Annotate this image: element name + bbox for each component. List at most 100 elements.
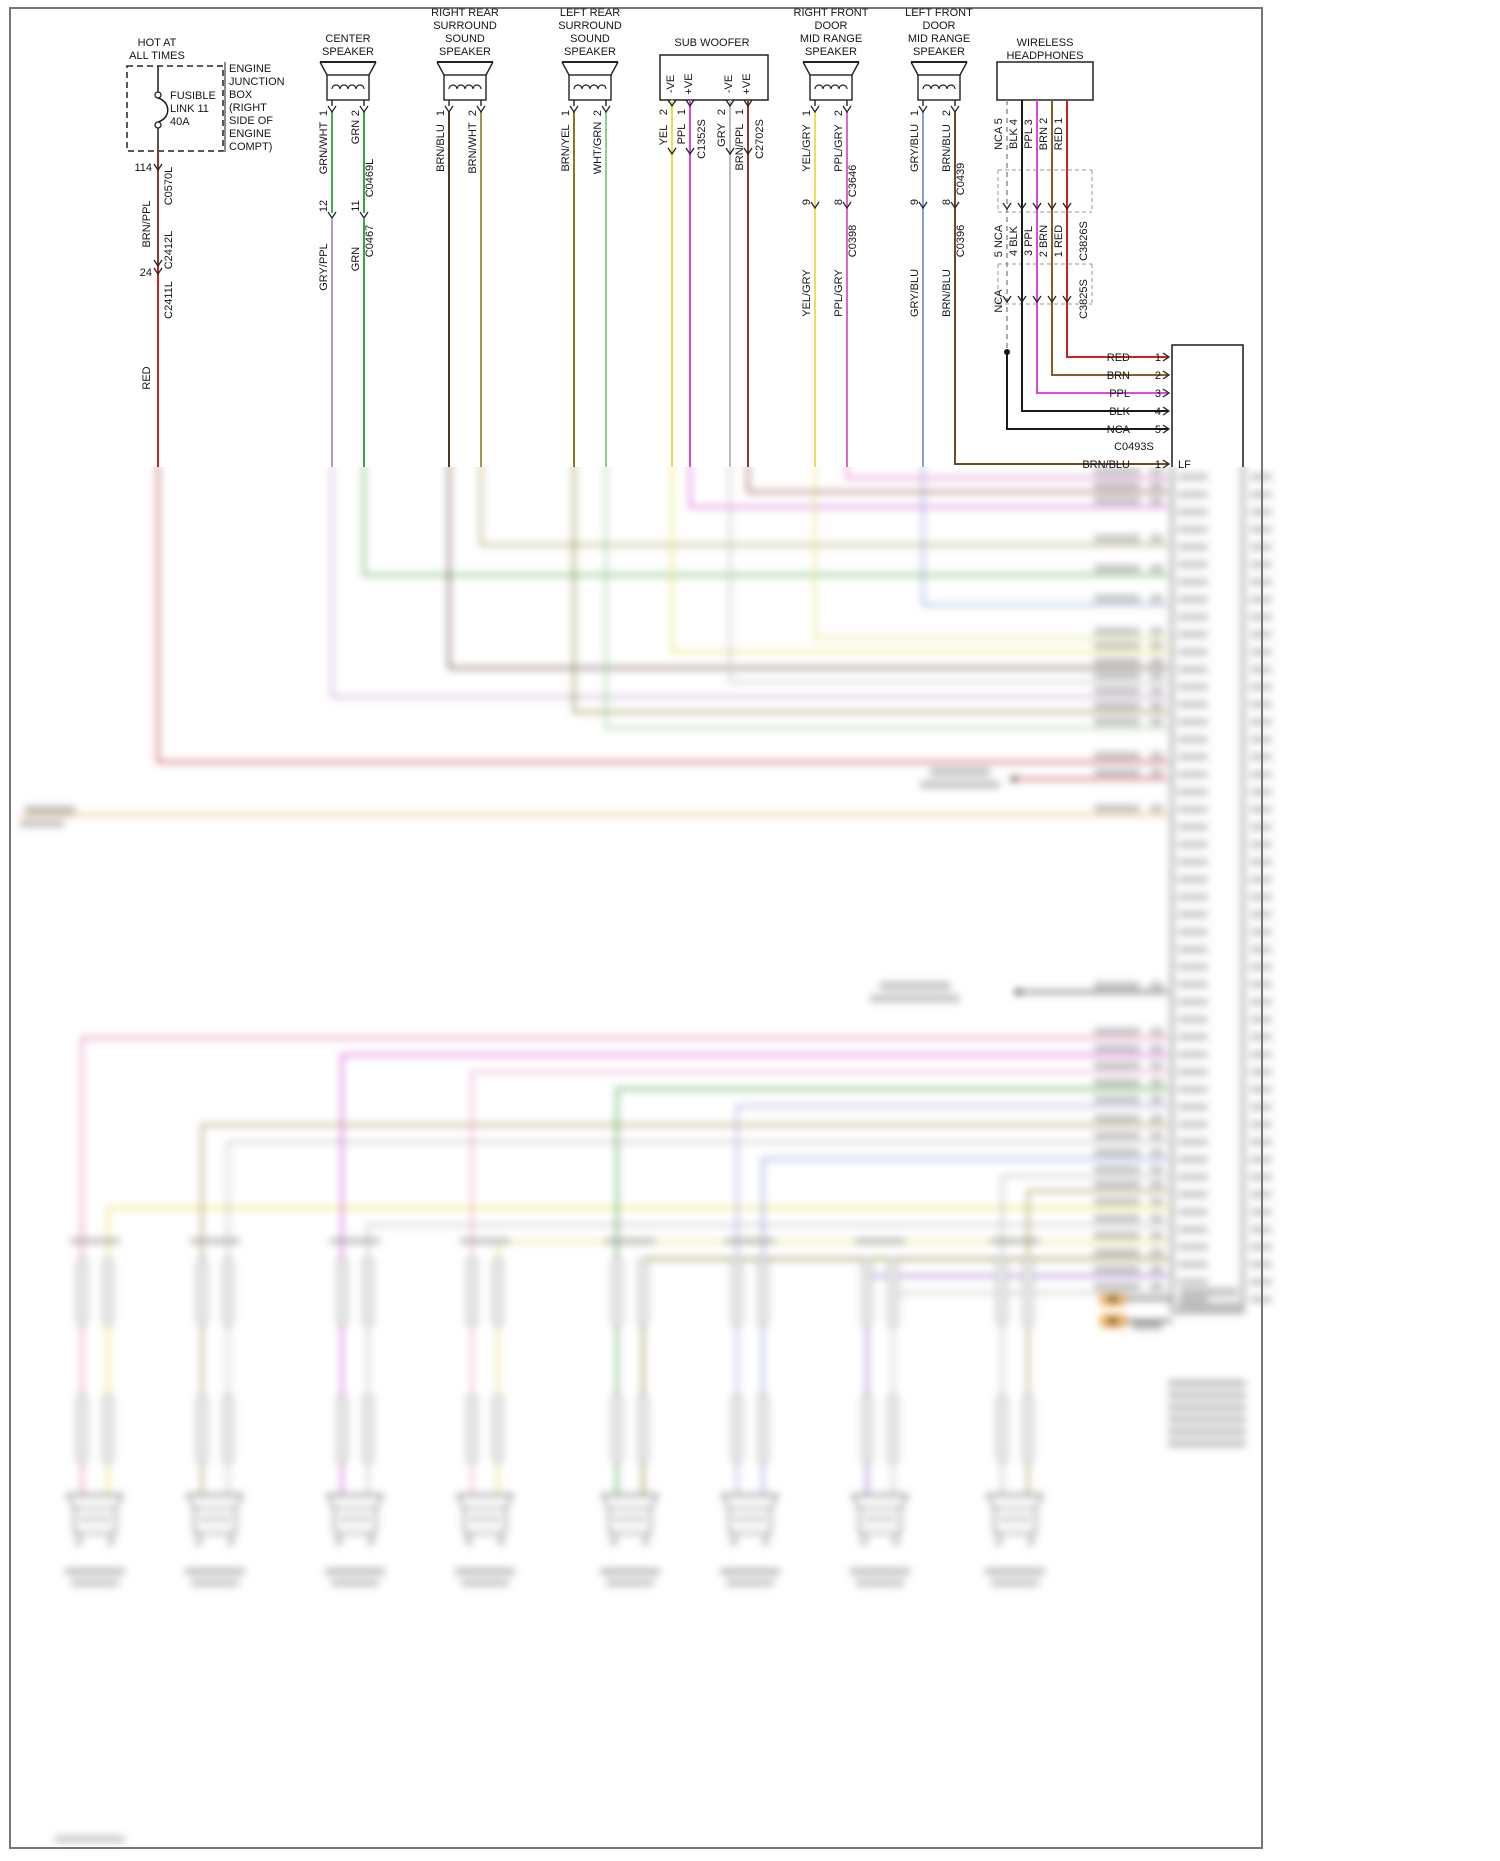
blurred-label xyxy=(1150,1232,1163,1239)
inline-connector xyxy=(362,1394,374,1464)
blurred-label xyxy=(1094,1249,1140,1256)
blurred-label xyxy=(1178,859,1208,865)
wire-ppl xyxy=(340,1053,1168,1495)
blurred-label xyxy=(991,1580,1039,1586)
speaker-symbol xyxy=(326,1494,384,1547)
blurred-label xyxy=(1178,1279,1208,1285)
diagram-label: RED 1 xyxy=(1053,118,1065,150)
blurred-label xyxy=(856,1580,904,1586)
diagram-label: COMPT) xyxy=(229,141,272,153)
blurred-label xyxy=(1094,702,1140,709)
blurred-label xyxy=(1178,1086,1208,1093)
blurred-label xyxy=(1178,964,1208,970)
blurred-label xyxy=(1178,631,1208,638)
diagram-label: C2411L xyxy=(163,281,175,319)
connector-chevron-icon xyxy=(1162,424,1171,434)
diagram-label: HEADPHONES xyxy=(1006,50,1083,62)
diagram-label: GRN xyxy=(350,120,362,145)
diagram-label: WIRELESS xyxy=(1017,37,1074,49)
blurred-label xyxy=(460,1238,510,1244)
diagram-label: 2 BRN xyxy=(1038,225,1050,257)
blurred-label xyxy=(185,1568,245,1575)
diagram-label: RED xyxy=(1107,352,1130,364)
blurred-label xyxy=(1150,497,1163,504)
diagram-label: 9 xyxy=(801,199,813,205)
blurred-label xyxy=(190,1238,240,1244)
connector-chevron-icon xyxy=(1162,370,1171,380)
blurred-label xyxy=(1094,482,1140,489)
diagram-label: 1 xyxy=(734,109,746,115)
connector-chevron-icon xyxy=(359,211,369,220)
blurred-label xyxy=(1168,1380,1246,1387)
blurred-label xyxy=(1150,565,1163,572)
blurred-label xyxy=(1150,1266,1163,1273)
diagram-label: 9 xyxy=(909,199,921,205)
diagram-label: SURROUND xyxy=(433,20,497,32)
wire-brn-blu xyxy=(954,112,1168,465)
blurred-label xyxy=(1094,805,1140,812)
wire-lav xyxy=(735,1104,1168,1495)
blurred-label xyxy=(1150,1249,1163,1256)
inline-connector xyxy=(887,1394,899,1464)
diagram-path xyxy=(1171,344,1244,467)
blurred-label xyxy=(1150,718,1163,725)
wire-yel-gry xyxy=(814,455,1168,639)
blurred-label xyxy=(55,1836,125,1842)
diagram-label: +VE xyxy=(683,73,695,94)
blurred-label xyxy=(1094,1198,1140,1205)
blurred-label xyxy=(1168,1428,1246,1435)
blurred-label xyxy=(990,1238,1040,1244)
diagram-label: SOUND xyxy=(445,33,485,45)
blurred-label xyxy=(1094,1132,1140,1139)
blurred-label xyxy=(1178,1226,1208,1233)
inline-connector xyxy=(611,1257,623,1327)
blurred-label xyxy=(71,1580,119,1586)
diagram-label: C3825S xyxy=(1078,279,1090,319)
connector-chevron-icon xyxy=(1162,352,1171,362)
wire-gry-blu xyxy=(761,1157,1168,1495)
blurred-label xyxy=(1094,1062,1140,1069)
splice-dot xyxy=(1110,1318,1116,1324)
connector-chevron-icon xyxy=(667,99,677,108)
diagram-label: NCA xyxy=(1107,424,1131,436)
diagram-label: 5 NCA xyxy=(993,224,1005,257)
diagram-label: C0493S xyxy=(1114,441,1154,453)
diagram-label: C1352S xyxy=(696,119,708,159)
inline-connector xyxy=(887,1257,899,1327)
diagram-label: LF xyxy=(1178,459,1191,471)
blurred-label xyxy=(1178,946,1208,953)
blurred-label xyxy=(855,1238,905,1244)
diagram-label: 3 xyxy=(1155,388,1161,400)
blurred-label xyxy=(1150,672,1163,679)
diagram-label: BLK xyxy=(1109,406,1130,418)
blurred-label xyxy=(725,1238,775,1244)
speaker-symbol xyxy=(456,1494,514,1547)
blurred-label xyxy=(1178,1261,1208,1268)
speaker-symbol xyxy=(851,1494,909,1547)
connector-chevron-icon xyxy=(1162,406,1171,416)
blurred-label xyxy=(1094,535,1140,542)
diagram-label: SIDE OF xyxy=(229,115,273,127)
blurred-label xyxy=(1178,806,1208,813)
blurred-label xyxy=(1178,1034,1208,1040)
diagram-label: 3 PPL xyxy=(1023,226,1035,256)
blurred-label xyxy=(1094,628,1140,635)
blurred-label xyxy=(1094,497,1140,504)
blurred-label xyxy=(1178,824,1208,830)
blurred-label xyxy=(70,1238,120,1244)
connector-chevron-icon xyxy=(1032,202,1042,211)
diagram-label: 1 xyxy=(909,110,921,116)
diagram-label: BRN 2 xyxy=(1038,118,1050,150)
wire-brn-blu-dk xyxy=(448,455,1168,669)
blurred-label xyxy=(920,781,1000,788)
blurred-label xyxy=(1094,1096,1140,1103)
blurred-label xyxy=(25,806,75,814)
connector-chevron-icon xyxy=(1017,202,1027,211)
speaker-symbol xyxy=(802,61,860,114)
blurred-label xyxy=(1178,1156,1208,1163)
diagram-label: 2 xyxy=(833,110,845,116)
inline-connector xyxy=(102,1394,114,1464)
blurred-label xyxy=(1178,789,1208,795)
speaker-symbol xyxy=(561,61,619,114)
diagram-label: 1 xyxy=(318,110,330,116)
